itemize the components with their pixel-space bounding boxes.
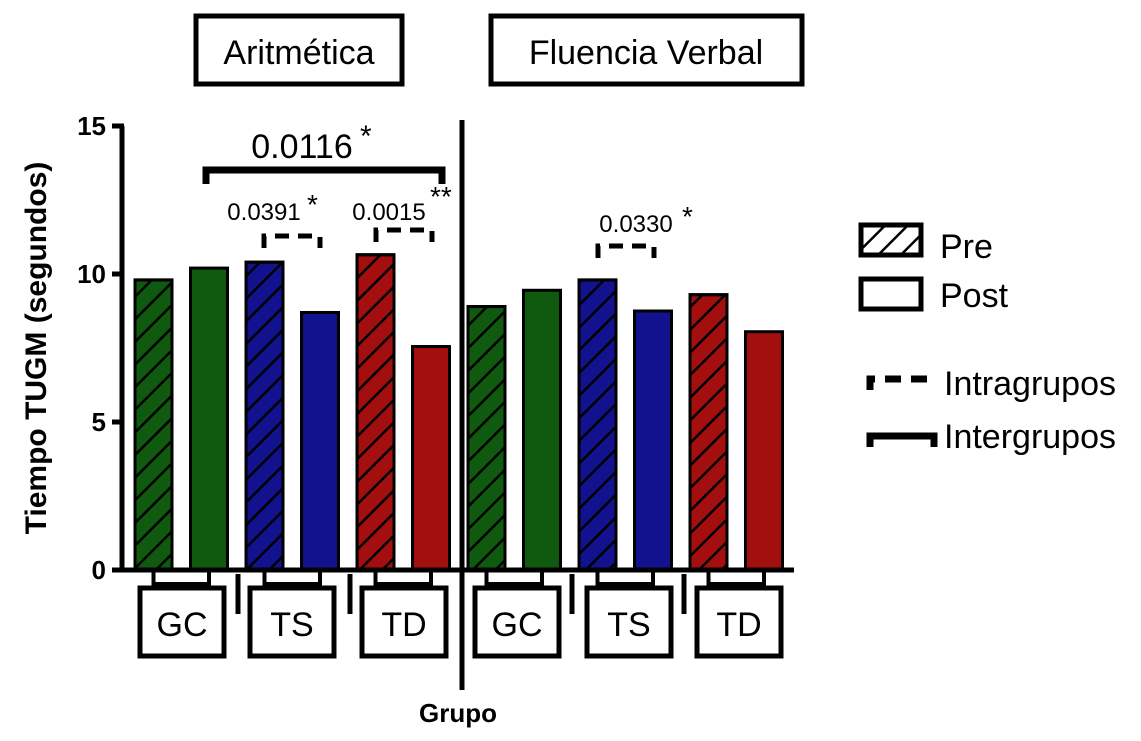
legend-post-label: Post	[940, 277, 1009, 315]
legend-intra-label: Intragrupos	[944, 365, 1116, 403]
group-label-box-aritmetica-gc	[137, 585, 227, 659]
bar-fluencia-td-post	[744, 330, 784, 572]
intergroup-stars: *	[360, 120, 372, 153]
group-label-aritmetica-td: TD	[381, 606, 426, 644]
legend-post-swatch	[858, 276, 924, 312]
bar-aritmetica-ts-post	[300, 310, 340, 572]
group-label-box-fluencia-td	[694, 585, 784, 659]
group-label-box-fluencia-ts	[584, 585, 674, 659]
group-label-box-fluencia-gc	[472, 585, 562, 659]
group-label-box-aritmetica-td	[359, 585, 449, 659]
x-axis: GC TS TD GC TS TD	[120, 567, 794, 659]
bar-fluencia-gc-post	[522, 288, 562, 572]
panel-title-box-aritmetica	[193, 13, 405, 87]
intra-bracket-aritmetica-ts	[261, 233, 323, 248]
y-axis-title: Tiempo TUGM (segundos)	[20, 162, 53, 535]
panel-title-aritmetica: Aritmética	[223, 34, 374, 72]
intra-p-value-aritmetica-td: 0.0015	[352, 199, 425, 226]
panel-title-fluencia-verbal: Fluencia Verbal	[529, 34, 763, 72]
bar-aritmetica-gc-post	[189, 266, 229, 572]
bar-aritmetica-td-post	[411, 345, 451, 572]
y-axis: 0 5 10 15	[77, 111, 125, 585]
bar-fluencia-ts-post	[633, 309, 673, 572]
group-bracket-fluencia-ts	[595, 570, 655, 586]
bar-aritmetica-gc-pre-hatch	[133, 278, 174, 572]
legend: Pre Post Intragrupos Intergrupos	[858, 222, 1116, 456]
group-label-aritmetica-ts: TS	[270, 606, 313, 644]
legend-inter-line	[866, 432, 938, 447]
bar-fluencia-td-pre-hatch	[688, 293, 729, 572]
group-label-box-aritmetica-ts	[247, 585, 337, 659]
legend-pre-swatch-hatch	[858, 222, 924, 258]
x-axis-title: Grupo	[419, 698, 497, 728]
group-bracket-fluencia-gc	[484, 570, 544, 586]
group-bracket-fluencia-td	[706, 570, 766, 586]
group-label-fluencia-td: TD	[716, 606, 761, 644]
legend-inter-label: Intergrupos	[944, 418, 1116, 456]
y-tick-label: 0	[92, 555, 106, 585]
intra-p-value-fluencia-ts: 0.0330	[599, 211, 672, 238]
bars-layer	[133, 253, 784, 572]
annotation-intra-aritmetica-td: 0.0015 **	[352, 181, 452, 242]
bar-aritmetica-td-pre-hatch	[355, 253, 396, 572]
bar-fluencia-ts-pre-hatch	[577, 278, 618, 572]
intergroup-bracket	[202, 166, 446, 184]
intra-stars-aritmetica-td: **	[430, 181, 452, 212]
legend-pre-label: Pre	[940, 228, 993, 266]
intra-bracket-aritmetica-td	[373, 227, 435, 242]
y-tick-label: 10	[77, 259, 106, 289]
group-label-fluencia-ts: TS	[607, 606, 650, 644]
bar-fluencia-gc-pre-hatch	[466, 305, 507, 572]
annotation-intra-aritmetica-ts: 0.0391 *	[227, 189, 323, 248]
intra-stars-fluencia-ts: *	[682, 201, 693, 232]
bar-aritmetica-ts-pre-hatch	[244, 260, 285, 572]
annotation-intergroup: 0.0116 *	[202, 120, 446, 184]
group-label-fluencia-gc: GC	[492, 606, 543, 644]
intra-stars-aritmetica-ts: *	[307, 189, 318, 220]
y-tick-label: 5	[92, 407, 106, 437]
y-tick-label: 15	[77, 111, 106, 141]
intergroup-p-value: 0.0116	[251, 128, 352, 166]
intra-p-value-aritmetica-ts: 0.0391	[227, 199, 300, 226]
intra-bracket-fluencia-ts	[595, 243, 657, 258]
legend-intra-line	[866, 375, 934, 390]
panel-title-box-fluencia	[488, 13, 805, 87]
group-label-aritmetica-gc: GC	[157, 606, 208, 644]
annotation-intra-fluencia-ts: 0.0330 *	[595, 201, 693, 258]
